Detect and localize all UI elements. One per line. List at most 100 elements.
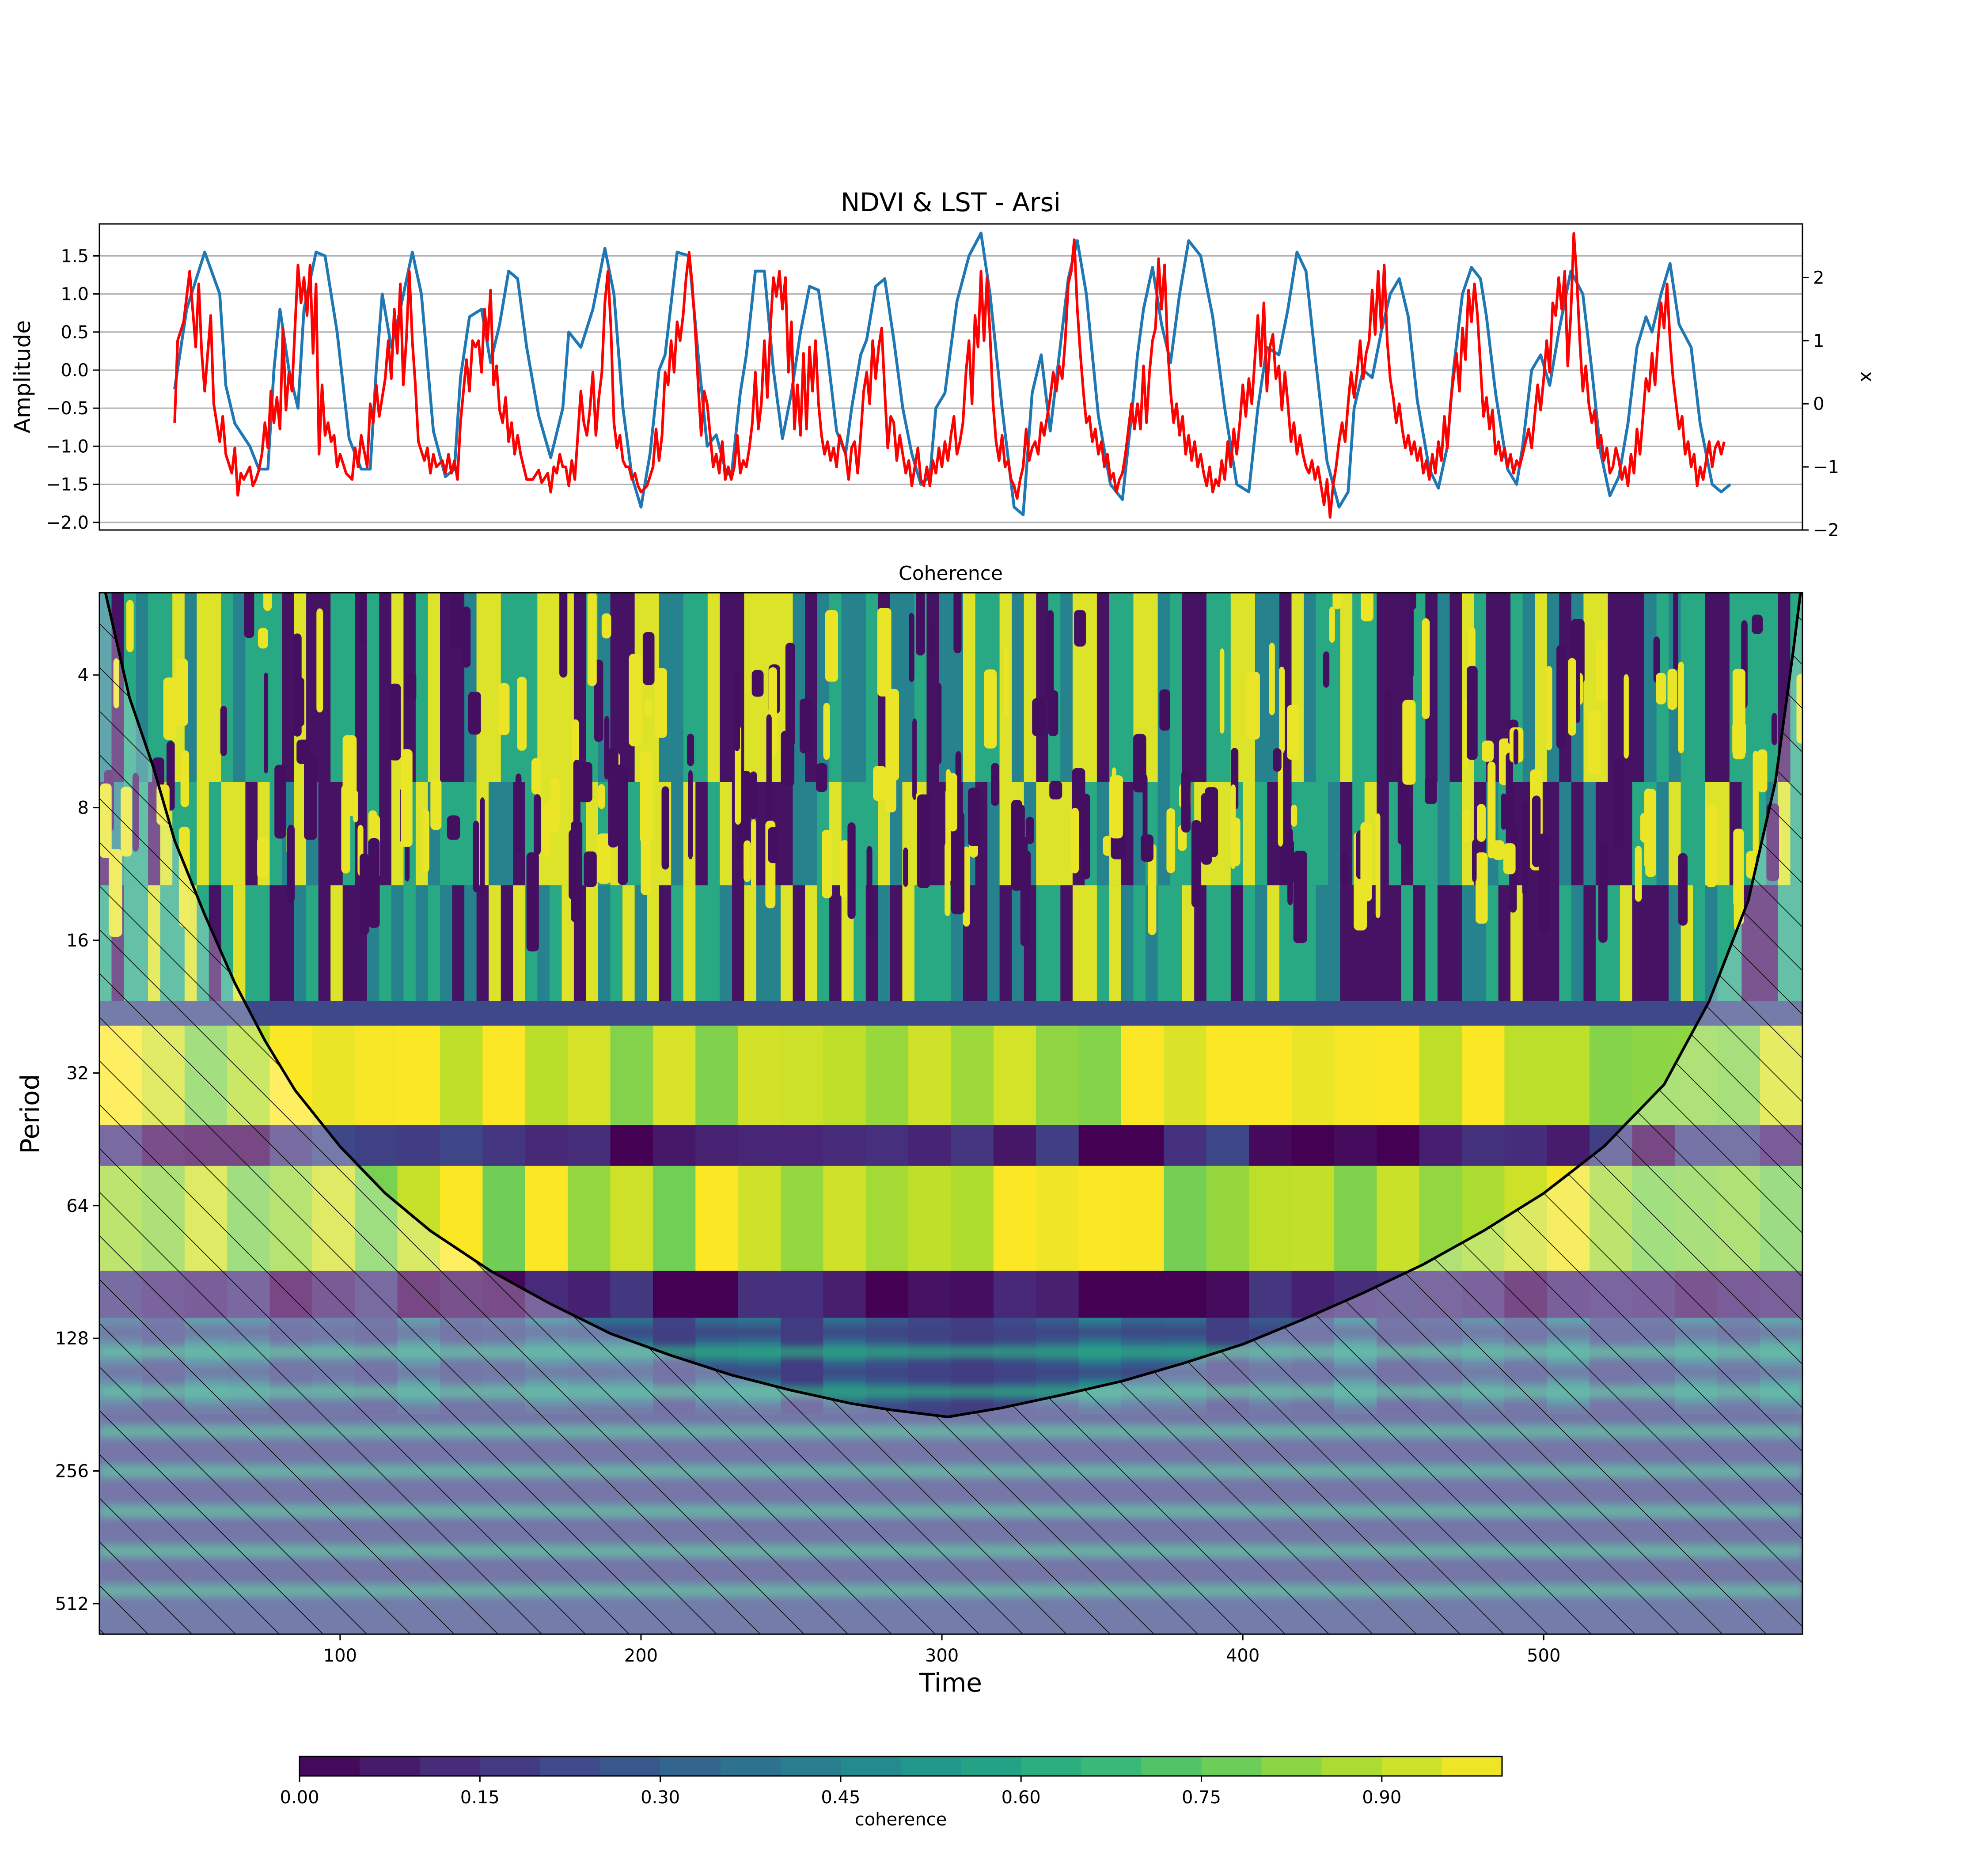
heatmap-streak	[422, 809, 429, 873]
heatmap-streak	[816, 763, 827, 792]
colorbar-tick-label: 0.00	[280, 1787, 319, 1808]
heatmap-streak	[163, 677, 176, 740]
heatmap-cell	[245, 885, 258, 1001]
heatmap-cell	[671, 782, 684, 886]
heatmap-cell	[1072, 593, 1085, 782]
heatmap-cell	[1060, 885, 1073, 1001]
heatmap-streak	[917, 794, 930, 888]
heatmap-cell	[1559, 782, 1572, 886]
heatmap-streak	[473, 821, 479, 893]
heatmap-cell	[1364, 593, 1377, 782]
heatmap-streak	[629, 654, 642, 746]
heatmap-streak	[534, 794, 541, 855]
heatmap-cell	[1078, 1125, 1122, 1166]
heatmap-cell	[914, 885, 927, 1001]
heatmap-cell	[695, 593, 708, 782]
heatmap-cell	[1559, 885, 1572, 1001]
heatmap-streak	[1201, 793, 1212, 865]
heatmap-streak	[598, 784, 605, 809]
heatmap-cell	[732, 885, 745, 1001]
heatmap-cell	[926, 885, 939, 1001]
heatmap-cell	[282, 593, 295, 782]
heatmap-cell	[568, 1166, 611, 1271]
heatmap-streak	[751, 670, 764, 697]
heatmap-cell	[1401, 885, 1414, 1001]
heatmap-cell	[1206, 593, 1219, 782]
heatmap-streak	[781, 731, 795, 787]
heatmap-streak	[1025, 817, 1034, 844]
heatmap-cell	[1377, 1166, 1420, 1271]
period-tick-label: 16	[66, 931, 89, 951]
heatmap-cell	[379, 885, 392, 1001]
heatmap-cell	[781, 1026, 824, 1125]
heatmap-streak	[1409, 593, 1416, 610]
heatmap-cell	[1753, 593, 1767, 782]
heatmap-cell	[695, 885, 708, 1001]
heatmap-streak	[1329, 606, 1335, 643]
heatmap-streak	[515, 773, 522, 853]
colorbar-ticks: 0.00 0.15 0.30 0.45 0.60 0.75 0.90	[280, 1776, 1401, 1808]
heatmap-streak	[948, 773, 957, 832]
heatmap-streak	[768, 827, 779, 863]
heatmap-streak	[1074, 610, 1086, 647]
heatmap-cell	[403, 593, 416, 782]
heatmap-streak	[1556, 645, 1566, 749]
heatmap-streak	[1624, 674, 1629, 759]
heatmap-streak	[963, 846, 970, 927]
heatmap-streak	[1575, 640, 1580, 723]
heatmap-cell	[1249, 1026, 1292, 1125]
heatmap-streak	[688, 770, 693, 859]
heatmap-streak	[1081, 793, 1090, 880]
heatmap-cell	[707, 593, 721, 782]
heatmap-cell	[330, 782, 343, 886]
heatmap-cell	[1206, 1166, 1250, 1271]
heatmap-cell	[878, 885, 891, 1001]
heatmap-cell	[1036, 1271, 1079, 1318]
heatmap-cell	[854, 885, 866, 1001]
heatmap-streak	[928, 625, 935, 656]
heatmap-cell	[951, 1271, 994, 1318]
heatmap-streak	[1279, 666, 1285, 754]
heatmap-streak	[885, 689, 899, 781]
cone-of-influence-line	[104, 593, 1802, 1419]
heatmap-cell	[1413, 782, 1426, 886]
colorbar-tick-label: 0.90	[1362, 1787, 1401, 1808]
heatmap-cell	[805, 782, 818, 886]
heatmap-cell	[568, 1271, 611, 1318]
heatmap-streak	[800, 698, 812, 753]
heatmap-cell	[1389, 885, 1402, 1001]
heatmap-streak	[1280, 839, 1294, 884]
heatmap-cell	[1267, 782, 1280, 886]
heatmap-cell	[1705, 593, 1718, 782]
heatmap-cell	[993, 1166, 1037, 1271]
heatmap-cell	[1340, 885, 1353, 1001]
heatmap-cell	[306, 885, 319, 1001]
heatmap-cell	[951, 1125, 994, 1166]
heatmap-cell	[525, 593, 538, 782]
heatmap-cell	[1194, 593, 1207, 782]
time-series-frame	[99, 223, 1803, 531]
heatmap-cell	[1164, 1125, 1207, 1166]
heatmap-cell	[1437, 885, 1450, 1001]
colorbar-level	[360, 1757, 421, 1776]
heatmap-cell	[330, 885, 343, 1001]
heatmap-cell	[397, 1125, 440, 1166]
heatmap-cell	[269, 593, 282, 782]
coherence-title: Coherence	[899, 562, 1003, 585]
heatmap-streak	[1422, 618, 1430, 719]
heatmap-streak	[559, 593, 568, 678]
heatmap-cell	[622, 885, 635, 1001]
heatmap-cell	[823, 1271, 866, 1318]
heatmap-cell	[1078, 1166, 1122, 1271]
heatmap-cell	[841, 593, 854, 782]
colorbar-level	[1141, 1757, 1202, 1776]
heatmap-cell	[1766, 593, 1779, 782]
heatmap-cell	[258, 885, 270, 1001]
secondary-tick-label: 2	[1813, 268, 1824, 288]
secondary-tick-label: −1	[1813, 457, 1839, 477]
heatmap-streak	[951, 811, 965, 915]
heatmap-cell	[197, 593, 209, 782]
heatmap-streak	[1667, 669, 1677, 710]
heatmap-cell	[695, 1271, 739, 1318]
heatmap-cell	[1717, 782, 1730, 886]
